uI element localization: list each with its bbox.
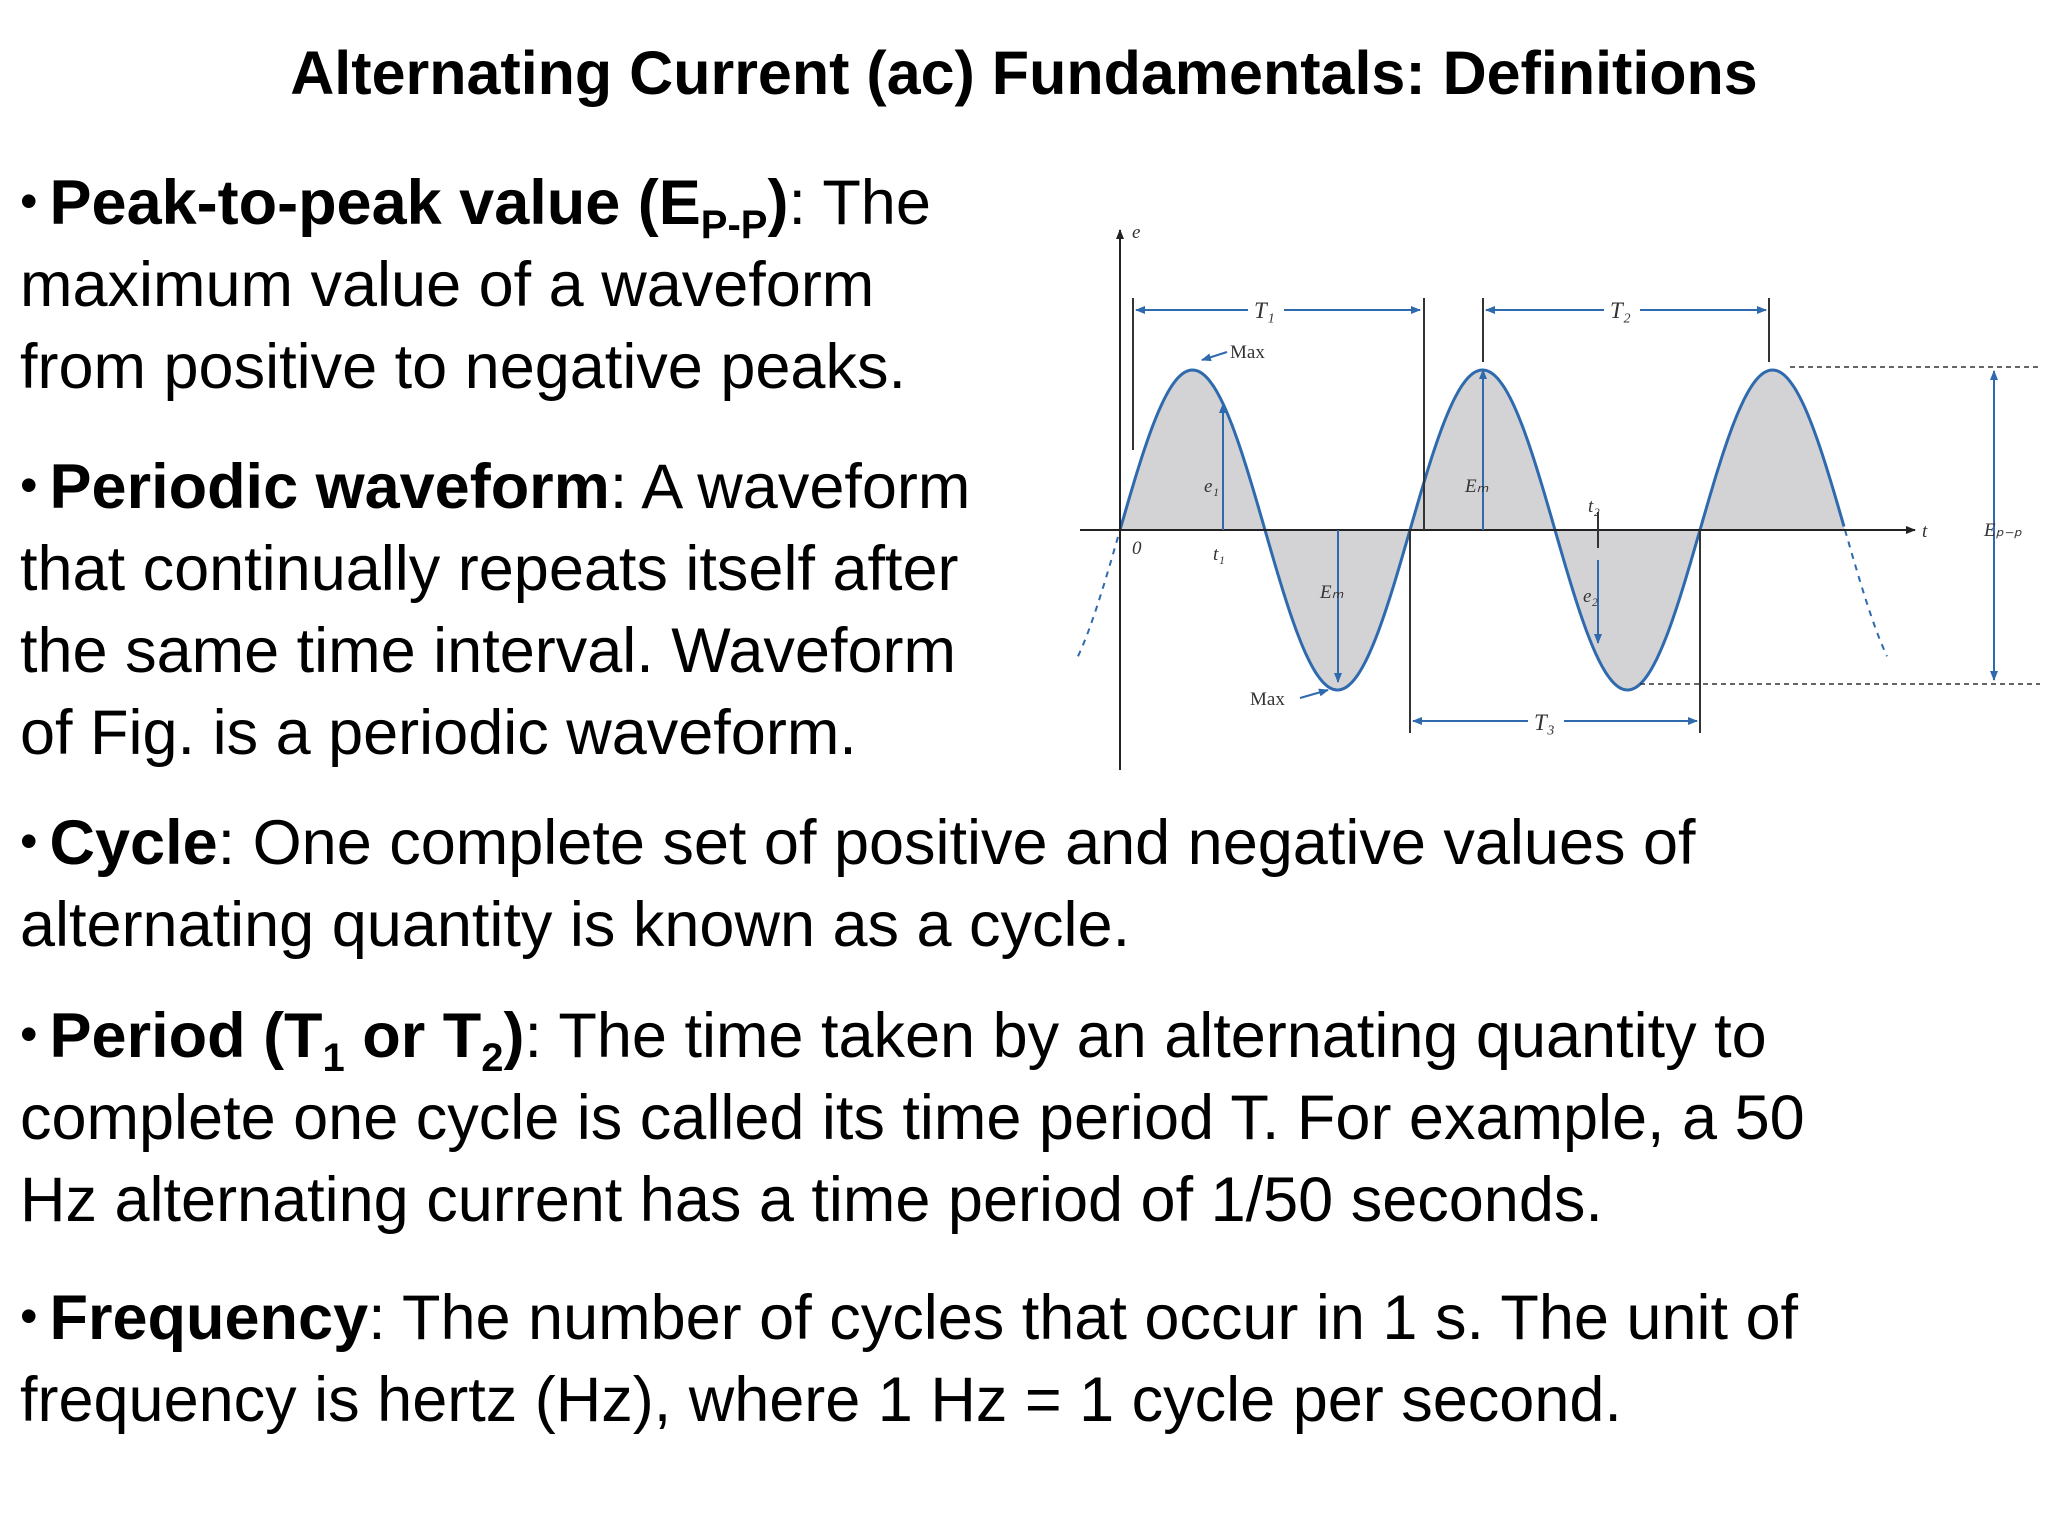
term-peak-to-peak: Peak-to-peak value (EP-P) xyxy=(49,168,789,247)
term-period: Period (T1 or T2) xyxy=(49,1001,525,1080)
waveform-figure: e t 0 T₁ T₂ T₃ Max Max e₁ t₁ Eₘ Eₘ t₂ e₂… xyxy=(1076,215,2048,775)
bullet: • xyxy=(20,457,38,513)
em-bottom-label: Eₘ xyxy=(1319,582,1344,603)
definition-line: that continually repeats itself after xyxy=(20,534,959,604)
em-top-label: Eₘ xyxy=(1464,476,1489,497)
definition-periodic-waveform: • Periodic waveform: A waveform that cont… xyxy=(20,452,971,768)
period-t3-label: T₃ xyxy=(1534,710,1555,735)
definition-line: frequency is hertz (Hz), where 1 Hz = 1 … xyxy=(20,1365,1622,1435)
e2-label: e₂ xyxy=(1583,586,1598,607)
bullet: • xyxy=(20,1288,38,1344)
definition-line: alternating quantity is known as a cycle… xyxy=(20,890,1131,960)
max-pointer-top xyxy=(1201,351,1228,362)
definition-cycle: • Cycle: One complete set of positive and… xyxy=(20,808,1696,960)
bullet: • xyxy=(20,173,38,229)
y-axis-label: e xyxy=(1132,222,1140,243)
origin-label: 0 xyxy=(1132,538,1142,559)
waveform-tail-dashed xyxy=(1844,529,1888,657)
definition-line: Hz alternating current has a time period… xyxy=(20,1165,1603,1235)
definition-period: • Period (T1 or T2): The time taken by an… xyxy=(20,1001,1805,1235)
slide-title: Alternating Current (ac) Fundamentals: D… xyxy=(290,39,1758,107)
period-t1-label: T₁ xyxy=(1254,298,1275,323)
definition-line: of Fig. is a periodic waveform. xyxy=(20,698,857,768)
definition-line: the same time interval. Waveform xyxy=(20,616,956,686)
waveform-fill-lobe xyxy=(1555,530,1700,690)
max-label-top: Max xyxy=(1230,342,1265,363)
bullet: • xyxy=(20,813,38,869)
max-label-bottom: Max xyxy=(1250,689,1285,710)
term-cycle: Cycle xyxy=(49,808,218,878)
bullet: • xyxy=(20,1006,38,1062)
max-pointer-bottom xyxy=(1299,688,1329,699)
waveform-fill-lobe xyxy=(1120,370,1265,530)
term-periodic-waveform: Periodic waveform xyxy=(49,452,610,522)
e1-label: e₁ xyxy=(1204,476,1219,497)
period-t2-label: T₂ xyxy=(1610,298,1631,323)
term-frequency: Frequency xyxy=(49,1283,369,1353)
waveform-lead-in-dashed xyxy=(1077,529,1121,657)
waveform-fill-lobe xyxy=(1700,370,1845,530)
epp-label: Eₚ₋ₚ xyxy=(1983,520,2023,541)
t2-label: t₂ xyxy=(1588,496,1600,517)
definition-line: complete one cycle is called its time pe… xyxy=(20,1083,1805,1153)
definition-peak-to-peak: • Peak-to-peak value (EP-P): The maximum … xyxy=(20,168,931,402)
definition-frequency: • Frequency: The number of cycles that oc… xyxy=(20,1283,1799,1435)
x-axis-label: t xyxy=(1922,521,1928,542)
definition-line: maximum value of a waveform xyxy=(20,250,875,320)
t1-label: t₁ xyxy=(1213,544,1225,565)
definition-line: from positive to negative peaks. xyxy=(20,332,906,402)
